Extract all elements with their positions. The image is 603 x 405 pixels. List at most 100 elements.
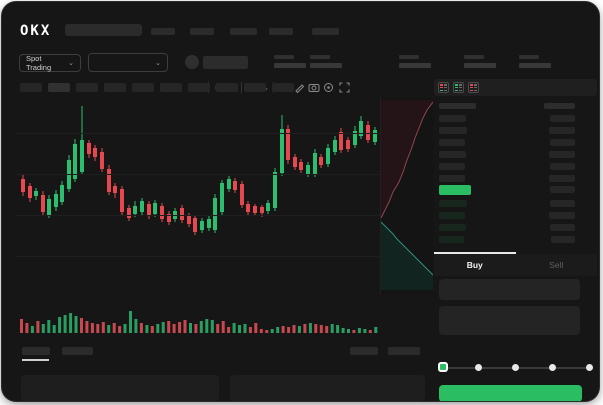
right-panel: Buy Sell xyxy=(434,79,597,401)
amount-slider-handle[interactable] xyxy=(438,362,448,372)
candle-body xyxy=(153,203,157,214)
volume-bar xyxy=(167,321,171,333)
pair-selector-dropdown[interactable]: ⌄ xyxy=(88,53,168,72)
settings-icon[interactable] xyxy=(323,82,334,93)
candle-body xyxy=(333,140,337,152)
candle-body xyxy=(187,216,191,224)
timeframe-button[interactable] xyxy=(104,83,126,92)
candle-body xyxy=(160,206,164,219)
bid-price-skeleton[interactable] xyxy=(439,236,464,243)
book-asks-icon[interactable] xyxy=(468,82,479,93)
book-bids-icon[interactable] xyxy=(453,82,464,93)
depth-bids-area xyxy=(381,222,433,290)
chart-gridline xyxy=(16,256,380,257)
order-form-field[interactable] xyxy=(439,306,580,335)
bottom-tab-skeleton[interactable] xyxy=(388,347,420,355)
market-type-label: Spot Trading xyxy=(26,54,52,72)
ask-price-skeleton[interactable] xyxy=(439,115,466,122)
market-type-dropdown[interactable]: Spot Trading ⌄ xyxy=(19,54,81,72)
volume-bar xyxy=(248,327,252,333)
nav-item-skeleton[interactable] xyxy=(151,28,175,35)
bid-price-skeleton[interactable] xyxy=(439,224,466,231)
volume-bar xyxy=(221,321,225,333)
candle-body xyxy=(21,179,25,192)
ask-price-skeleton[interactable] xyxy=(439,163,465,170)
ask-price-skeleton[interactable] xyxy=(439,151,466,158)
volume-bar xyxy=(58,317,62,333)
ask-amount-skeleton xyxy=(549,151,575,158)
ticker-stat-label-skeleton xyxy=(519,55,539,59)
volume-chart xyxy=(20,311,378,333)
bid-amount-skeleton xyxy=(551,236,575,243)
candle-body xyxy=(339,132,343,150)
draw-icon[interactable] xyxy=(294,82,305,93)
buy-submit-button[interactable] xyxy=(439,385,582,401)
slider-stop-dot[interactable] xyxy=(475,364,483,371)
nav-item-skeleton[interactable] xyxy=(230,28,257,35)
okx-logo[interactable]: OKX xyxy=(20,23,52,39)
volume-bar xyxy=(85,321,89,333)
nav-item-skeleton[interactable] xyxy=(269,28,293,35)
search-input[interactable] xyxy=(65,24,142,36)
orderbook-view-toolbar xyxy=(434,79,597,96)
ticker-stat-value-skeleton xyxy=(464,63,496,68)
ask-amount-skeleton xyxy=(550,139,575,146)
depth-asks-line xyxy=(381,101,433,219)
bottom-tab-skeleton[interactable] xyxy=(62,347,93,355)
ask-price-skeleton[interactable] xyxy=(439,139,465,146)
volume-bar xyxy=(118,326,122,333)
candle-body xyxy=(167,214,171,222)
volume-bar xyxy=(36,321,40,333)
book-combined-icon[interactable] xyxy=(438,82,449,93)
volume-bar xyxy=(292,325,296,333)
ask-price-skeleton[interactable] xyxy=(439,127,467,134)
candle-body xyxy=(266,203,270,211)
timeframe-button[interactable] xyxy=(132,83,154,92)
ticker-stat-value-skeleton xyxy=(310,63,342,68)
bottom-tab-skeleton[interactable] xyxy=(350,347,378,355)
nav-item-skeleton[interactable] xyxy=(190,28,214,35)
toolbar-divider xyxy=(241,82,242,93)
timeframe-button[interactable] xyxy=(160,83,182,92)
candle-body xyxy=(213,198,217,230)
candlestick-chart[interactable] xyxy=(16,98,380,294)
candle-body xyxy=(359,121,363,136)
candle-body xyxy=(28,186,32,198)
depth-chart xyxy=(381,100,433,290)
volume-bar xyxy=(69,313,73,333)
timeframe-button[interactable] xyxy=(272,83,294,92)
order-form-field[interactable] xyxy=(439,279,580,300)
volume-bar xyxy=(129,311,132,333)
slider-stop-dot[interactable] xyxy=(585,364,593,371)
volume-bar xyxy=(216,324,220,333)
candle-body xyxy=(227,179,231,189)
last-price-bar[interactable] xyxy=(439,185,471,195)
bid-price-skeleton[interactable] xyxy=(439,200,467,207)
volume-bar xyxy=(107,325,111,333)
tab-sell[interactable]: Sell xyxy=(549,260,564,270)
volume-bar xyxy=(357,328,361,333)
timeframe-button[interactable] xyxy=(20,83,42,92)
timeframe-button[interactable] xyxy=(244,83,266,92)
timeframe-button[interactable] xyxy=(188,83,210,92)
bid-price-skeleton[interactable] xyxy=(439,212,465,219)
timeframe-button[interactable] xyxy=(48,83,70,92)
candle-body xyxy=(346,140,350,149)
candle-body xyxy=(113,186,117,193)
volume-bar xyxy=(341,328,345,333)
orderbook-header-skeleton xyxy=(544,103,575,109)
ask-price-skeleton[interactable] xyxy=(439,175,465,182)
bottom-tab-skeleton[interactable] xyxy=(22,347,50,355)
candle-body xyxy=(80,140,84,172)
candle-body xyxy=(326,148,330,164)
camera-icon[interactable] xyxy=(308,82,320,92)
volume-bar xyxy=(199,321,203,333)
timeframe-button[interactable] xyxy=(216,83,238,92)
slider-stop-dot[interactable] xyxy=(512,364,519,371)
tab-buy[interactable]: Buy xyxy=(466,260,483,270)
nav-item-skeleton[interactable] xyxy=(312,28,339,35)
timeframe-button[interactable] xyxy=(76,83,98,92)
fullscreen-icon[interactable] xyxy=(339,82,350,93)
slider-stop-dot[interactable] xyxy=(548,364,556,371)
candle-body xyxy=(41,195,45,212)
